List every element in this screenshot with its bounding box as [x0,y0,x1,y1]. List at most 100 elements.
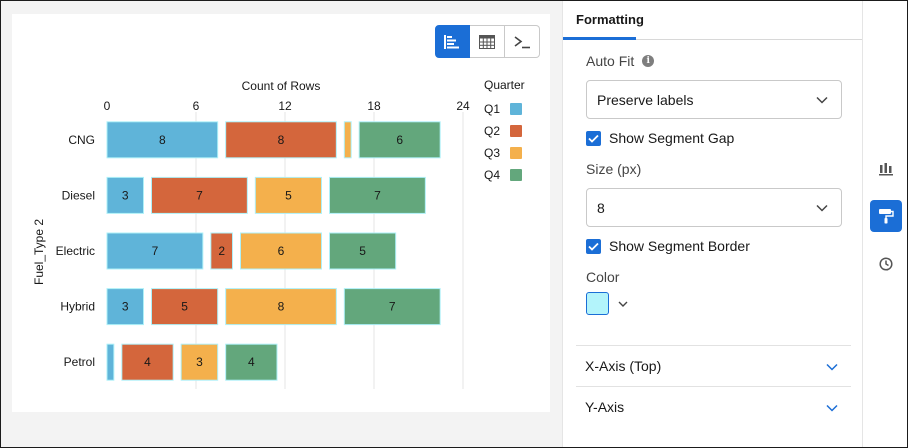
bar-segment [106,121,219,159]
bar-segment [151,176,248,214]
bar-data-label: 4 [248,355,255,369]
legend-swatch [510,147,522,159]
bar-segment [225,343,278,381]
auto-fit-select[interactable]: Preserve labels [586,80,842,119]
bar-data-label: 7 [196,188,203,202]
bar-data-label: 6 [396,133,403,147]
info-icon[interactable]: i [642,55,655,67]
legend-swatch [510,169,522,181]
tab-divider [563,39,863,40]
bar-data-label: 8 [278,133,285,147]
bar-data-label: 2 [218,244,225,258]
chevron-down-icon [826,363,838,371]
x-tick-label: 12 [278,99,292,113]
x-tick-label: 24 [456,99,470,113]
bar-data-label: 6 [278,244,285,258]
bar-segment [343,121,352,159]
bar-segment [106,232,204,270]
y-category-label: CNG [68,133,95,147]
bar-data-label: 3 [122,188,129,202]
bar-segment [225,121,337,159]
show-segment-border-label[interactable]: Show Segment Border [609,238,750,254]
chevron-down-icon[interactable] [617,298,629,310]
right-icon-rail [862,1,907,447]
chart-card: Count of Rows 0 6 12 18 24 Fuel_Type 2 CNG 8 8 6 Di… [12,14,550,412]
chart-properties-icon [879,163,893,176]
bar-segment [225,288,337,326]
y-category-label: Diesel [62,188,95,202]
bar-segment [343,288,441,326]
section-y-axis[interactable]: Y-Axis [576,386,851,427]
bar-data-label: 3 [122,300,129,314]
show-segment-gap-checkbox[interactable] [586,130,601,146]
bar-data-label: 4 [144,355,151,369]
show-segment-border-checkbox[interactable] [586,238,601,254]
active-tab-indicator [563,37,636,40]
y-category-label: Hybrid [60,300,95,314]
chevron-down-icon [826,404,838,412]
chart-properties-button[interactable] [870,153,902,185]
bar-data-label: 8 [159,133,166,147]
history-button[interactable] [870,248,902,280]
terminal-icon [514,35,530,48]
bar-data-label: 8 [278,300,285,314]
x-tick-label: 18 [367,99,381,113]
clock-icon [879,257,893,271]
bar-data-label: 7 [389,300,396,314]
chart-view-button[interactable] [435,25,470,58]
visualization-switcher [435,25,540,58]
size-value: 8 [597,199,605,216]
bar-segment [254,176,322,214]
bar-segment [151,288,219,326]
bar-segment [240,232,322,270]
show-segment-gap-label[interactable]: Show Segment Gap [609,130,735,146]
show-segment-border-row: Show Segment Border [586,238,750,254]
section-y-axis-label: Y-Axis [585,399,625,415]
checkmark-icon [588,134,599,143]
bar-segment [329,176,426,214]
bar-segment [106,176,144,214]
paint-roller-icon [879,209,894,224]
color-label: Color [586,269,620,285]
bar-segment [358,121,441,159]
checkmark-icon [588,242,599,251]
show-segment-gap-row: Show Segment Gap [586,130,734,146]
section-x-axis-top-label: X-Axis (Top) [585,358,662,374]
auto-fit-label-row: Auto Fit i [586,53,655,69]
legend-title: Quarter [484,78,525,92]
bar-segment [329,232,397,270]
legend-item-label: Q2 [484,124,500,138]
formatting-button[interactable] [870,200,902,232]
bar-segment [106,343,115,381]
bar-data-label: 5 [285,188,292,202]
formatting-panel: Formatting Auto Fit i Preserve labels Sh… [562,1,863,447]
legend-swatch [510,125,522,137]
bar-segment [210,232,233,270]
bar-data-label: 5 [181,300,188,314]
chevron-down-icon [816,96,828,104]
bar-data-label: 7 [152,244,159,258]
table-view-button[interactable] [470,25,505,58]
tab-formatting[interactable]: Formatting [576,12,644,27]
color-picker [586,292,629,315]
bar-data-label: 5 [359,244,366,258]
y-axis-title: Fuel_Type 2 [32,219,46,285]
legend-item-label: Q3 [484,146,500,160]
table-icon [479,34,495,49]
bar-segment [106,288,144,326]
chart-canvas: Count of Rows 0 6 12 18 24 Fuel_Type 2 CNG 8 8 6 Di… [1,1,562,447]
query-view-button[interactable] [505,25,540,58]
size-select[interactable]: 8 [586,188,842,227]
x-tick-label: 0 [104,99,111,113]
size-label: Size (px) [586,161,642,177]
bar-chart-icon [443,34,459,49]
auto-fit-label: Auto Fit [586,53,635,69]
chevron-down-icon [816,204,828,212]
section-x-axis-top[interactable]: X-Axis (Top) [576,345,851,386]
x-tick-label: 6 [193,99,200,113]
legend-item-label: Q1 [484,102,500,116]
bar-segment [121,343,174,381]
color-swatch[interactable] [586,292,609,315]
bar-data-label: 7 [374,188,381,202]
